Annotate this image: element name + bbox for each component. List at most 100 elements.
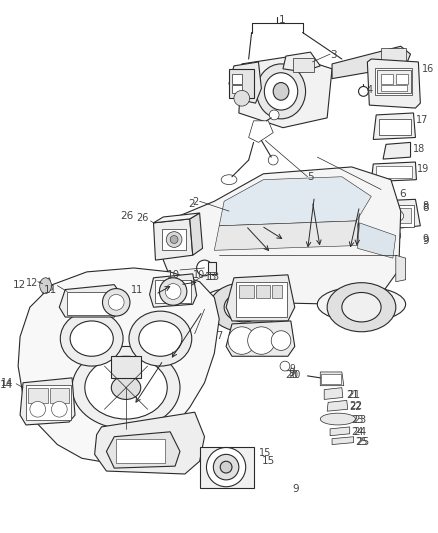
Text: 26: 26 [120,211,134,221]
Text: 7: 7 [216,331,223,341]
Text: 11: 11 [44,285,57,295]
Text: 11: 11 [131,285,143,295]
Ellipse shape [265,72,298,110]
Polygon shape [283,52,320,72]
Bar [376,166,412,177]
Ellipse shape [200,287,288,322]
Bar [293,58,314,72]
Text: 19: 19 [417,164,430,174]
Polygon shape [165,226,183,251]
Text: 20: 20 [288,370,300,380]
Polygon shape [219,177,371,226]
Bar [26,385,71,420]
Ellipse shape [359,86,368,96]
Ellipse shape [257,64,306,119]
Ellipse shape [102,288,130,316]
Bar [28,387,48,403]
Ellipse shape [213,454,239,480]
Ellipse shape [391,231,401,240]
Ellipse shape [129,311,192,366]
Bar [381,85,406,91]
Bar [321,374,341,384]
Text: 13: 13 [206,272,220,282]
Ellipse shape [206,448,246,487]
Ellipse shape [166,232,182,247]
Polygon shape [324,387,343,399]
Polygon shape [20,378,75,425]
Ellipse shape [40,278,52,294]
Bar [232,85,242,93]
Bar [239,285,254,298]
Text: 22: 22 [350,402,362,413]
Ellipse shape [70,321,113,356]
Polygon shape [229,62,261,103]
Polygon shape [239,56,332,128]
Bar [379,208,410,223]
Ellipse shape [221,175,237,184]
Text: 8: 8 [422,201,428,211]
Text: 9: 9 [422,236,429,246]
Bar [381,74,393,84]
Ellipse shape [388,210,404,222]
Text: 9: 9 [422,233,428,244]
Polygon shape [330,427,350,436]
Polygon shape [18,268,219,464]
Text: 10: 10 [167,270,180,280]
Bar [236,282,287,317]
Text: 16: 16 [422,64,434,74]
Ellipse shape [72,346,180,429]
Bar [375,68,413,95]
Text: 1: 1 [279,15,286,25]
Text: 9: 9 [293,484,300,494]
Ellipse shape [30,401,46,417]
Ellipse shape [170,236,178,244]
Polygon shape [327,400,348,411]
Ellipse shape [269,110,279,120]
Text: 21: 21 [347,390,360,400]
Polygon shape [153,219,193,260]
Polygon shape [396,255,406,282]
Bar [381,48,406,64]
Text: 26: 26 [136,213,148,223]
Ellipse shape [268,155,278,165]
Text: 20: 20 [286,370,299,380]
Ellipse shape [197,260,212,276]
Text: 3: 3 [330,50,337,60]
Polygon shape [383,142,410,159]
Ellipse shape [273,83,289,100]
Ellipse shape [159,278,187,305]
Text: 15: 15 [261,456,275,466]
Polygon shape [214,221,361,251]
Bar [208,262,216,274]
Bar [200,447,254,488]
Bar [229,69,254,98]
Bar [375,205,414,227]
Ellipse shape [108,294,124,310]
Polygon shape [373,113,415,140]
Text: 22: 22 [350,401,363,411]
Text: 21: 21 [346,390,358,400]
Ellipse shape [342,293,381,322]
Ellipse shape [85,356,167,419]
Ellipse shape [228,327,255,354]
Ellipse shape [224,293,263,322]
Ellipse shape [320,413,356,425]
Bar [272,285,282,298]
Text: 23: 23 [353,415,367,425]
Text: 2: 2 [188,199,195,209]
Polygon shape [153,213,200,223]
Bar [155,280,191,303]
Text: 23: 23 [352,415,364,425]
Ellipse shape [139,321,182,356]
Ellipse shape [60,311,123,366]
Text: 13: 13 [205,272,217,282]
Text: 10: 10 [193,270,205,280]
Polygon shape [332,437,353,445]
Polygon shape [371,162,417,182]
Polygon shape [95,412,205,474]
Text: 17: 17 [417,115,429,125]
Text: 24: 24 [352,427,364,437]
Text: 5: 5 [307,172,314,182]
Polygon shape [40,278,53,294]
Polygon shape [163,167,401,304]
